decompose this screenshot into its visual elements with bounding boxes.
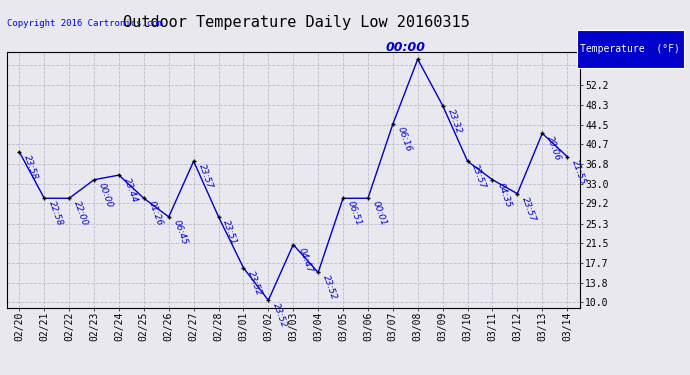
Text: 21:55: 21:55	[570, 158, 587, 186]
Text: Temperature  (°F): Temperature (°F)	[580, 44, 680, 54]
Text: 22:58: 22:58	[47, 200, 65, 227]
Text: 23:32: 23:32	[446, 107, 463, 135]
Text: Copyright 2016 Cartronics.com: Copyright 2016 Cartronics.com	[7, 19, 163, 28]
Text: 04:35: 04:35	[495, 181, 513, 209]
Text: 23:51: 23:51	[221, 218, 239, 246]
Text: 22:00: 22:00	[72, 200, 90, 227]
Text: 00:00: 00:00	[385, 41, 425, 54]
Text: 20:06: 20:06	[545, 135, 562, 162]
Text: 23:57: 23:57	[197, 163, 214, 190]
Text: 00:00: 00:00	[97, 181, 115, 209]
Text: 00:01: 00:01	[371, 200, 388, 227]
Text: 23:57: 23:57	[471, 163, 488, 190]
Text: 23:52: 23:52	[271, 302, 288, 329]
Text: 06:16: 06:16	[396, 126, 413, 153]
Text: 23:58: 23:58	[22, 153, 40, 181]
Text: 01:26: 01:26	[147, 200, 164, 227]
Text: 04:47: 04:47	[296, 246, 313, 274]
Text: 06:51: 06:51	[346, 200, 364, 227]
Text: 06:45: 06:45	[172, 218, 189, 246]
Text: 23:57: 23:57	[520, 195, 538, 223]
Text: 23:52: 23:52	[321, 274, 339, 302]
Text: 23:52: 23:52	[246, 269, 264, 297]
Text: 23:44: 23:44	[122, 177, 139, 204]
Text: Outdoor Temperature Daily Low 20160315: Outdoor Temperature Daily Low 20160315	[124, 15, 470, 30]
